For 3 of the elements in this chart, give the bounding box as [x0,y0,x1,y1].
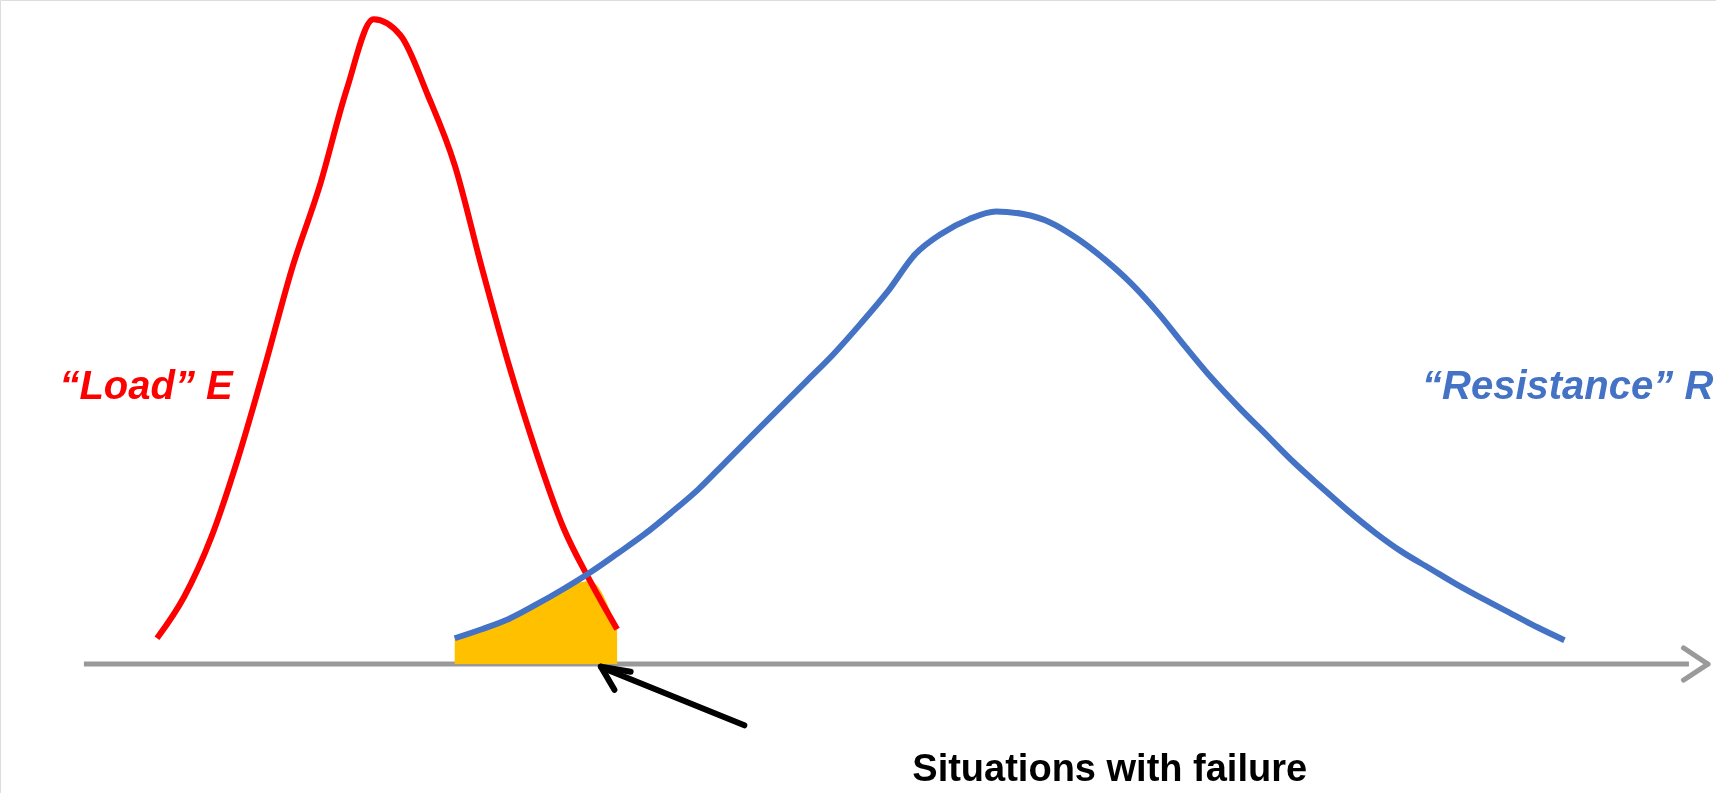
series-label: “Load” E [59,362,235,407]
text: Situations with failure [912,747,1308,790]
text: “Resistance” R [1422,362,1714,407]
